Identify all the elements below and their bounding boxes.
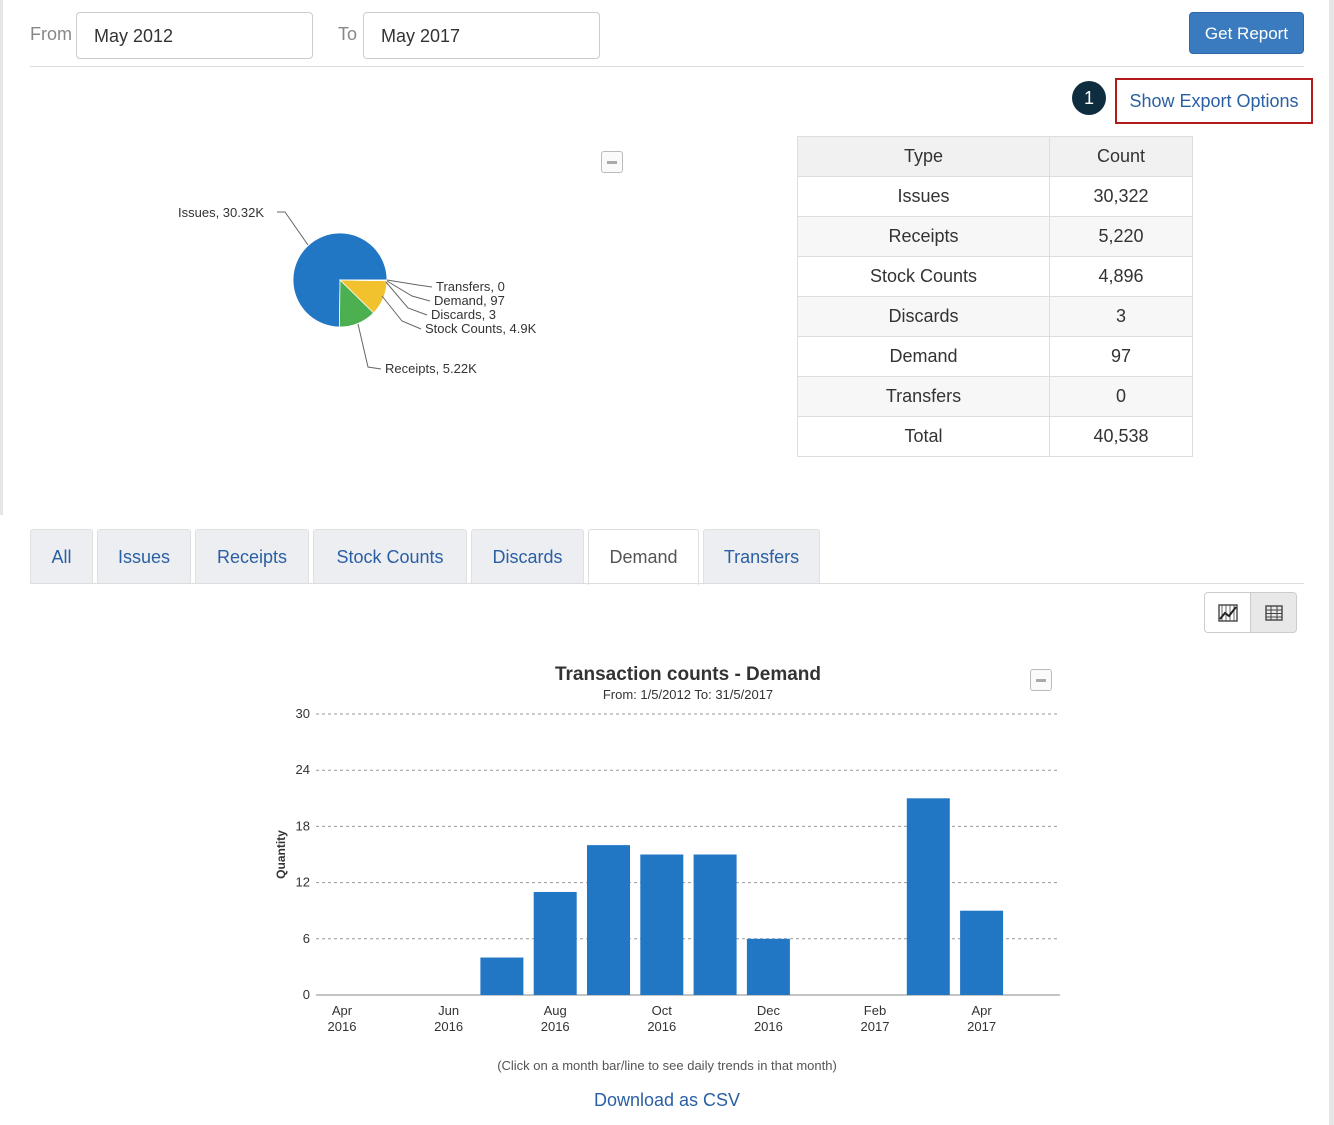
table-icon [1264, 604, 1283, 621]
chart-title: Transaction counts - Demand [555, 664, 821, 685]
count-cell: 0 [1049, 376, 1193, 417]
bar-dec-2016[interactable] [746, 938, 790, 995]
x-tick-label: Jun [438, 1003, 459, 1018]
type-cell: Discards [797, 296, 1050, 337]
bar-mar-2017[interactable] [906, 798, 950, 995]
bar-aug-2016[interactable] [533, 891, 577, 995]
bar-chart: Transaction counts - Demand From: 1/5/201… [274, 664, 1060, 1034]
type-cell: Receipts [797, 216, 1050, 257]
type-cell: Stock Counts [797, 256, 1050, 297]
left-border [0, 0, 3, 515]
bar-jul-2016[interactable] [480, 957, 524, 995]
count-cell: 30,322 [1049, 176, 1193, 217]
table-row: Stock Counts 4,896 [797, 256, 1193, 297]
tab-stock-counts[interactable]: Stock Counts [313, 529, 467, 584]
table-row: Transfers 0 [797, 376, 1193, 417]
x-tick-label: Feb [864, 1003, 886, 1018]
y-tick-label: 6 [303, 931, 310, 946]
count-cell: 97 [1049, 336, 1193, 377]
tab-transfers[interactable]: Transfers [703, 529, 820, 584]
x-tick-label: Oct [652, 1003, 673, 1018]
type-cell: Transfers [797, 376, 1050, 417]
pie-chart-menu-icon[interactable] [601, 151, 623, 173]
view-toggle [1204, 592, 1297, 633]
tabs-divider [30, 583, 1304, 584]
pie-connector [381, 295, 422, 330]
x-tick-label: 2016 [541, 1019, 570, 1034]
tab-receipts[interactable]: Receipts [195, 529, 309, 584]
chart-subtitle: From: 1/5/2012 To: 31/5/2017 [603, 687, 773, 702]
bar-chart-menu-icon[interactable] [1030, 669, 1052, 691]
x-tick-label: Apr [971, 1003, 992, 1018]
divider [30, 66, 1304, 67]
tab-all[interactable]: All [30, 529, 93, 584]
x-tick-label: 2016 [434, 1019, 463, 1034]
tab-demand[interactable]: Demand [588, 529, 699, 585]
x-tick-label: 2016 [328, 1019, 357, 1034]
count-cell: 3 [1049, 296, 1193, 337]
chart-view-button[interactable] [1205, 593, 1251, 632]
get-report-button[interactable]: Get Report [1189, 12, 1304, 54]
x-tick-label: Apr [332, 1003, 353, 1018]
y-tick-label: 30 [296, 706, 310, 721]
count-cell: 5,220 [1049, 216, 1193, 257]
download-csv-link[interactable]: Download as CSV [593, 1090, 741, 1110]
pie-data-label: Stock Counts, 4.9K [425, 321, 537, 336]
from-label: From [30, 24, 72, 44]
to-label: To [338, 24, 358, 44]
y-tick-label: 18 [296, 818, 310, 833]
step-badge: 1 [1072, 81, 1106, 115]
type-column-header: Type [797, 136, 1050, 177]
y-tick-label: 0 [303, 987, 310, 1002]
table-row: Discards 3 [797, 296, 1193, 337]
pie-connector [357, 323, 382, 370]
pie-data-label: Issues, 30.32K [178, 205, 264, 220]
type-cell: Demand [797, 336, 1050, 377]
show-export-options-link[interactable]: Show Export Options [1115, 78, 1313, 124]
bar-oct-2016[interactable] [640, 854, 684, 996]
bar-sep-2016[interactable] [587, 845, 630, 995]
pie-data-label: Discards, 3 [431, 307, 496, 322]
summary-header-row: Type Count [797, 136, 1193, 177]
table-row: Total 40,538 [797, 416, 1193, 457]
x-tick-label: 2016 [754, 1019, 783, 1034]
count-cell: 40,538 [1049, 416, 1193, 457]
table-view-button[interactable] [1251, 593, 1296, 632]
x-tick-label: 2017 [861, 1019, 890, 1034]
pie-data-label: Transfers, 0 [436, 279, 505, 294]
count-cell: 4,896 [1049, 256, 1193, 297]
count-column-header: Count [1049, 136, 1193, 177]
y-tick-label: 24 [296, 762, 310, 777]
chart-hint: (Click on a month bar/line to see daily … [497, 1058, 837, 1073]
pie-connector [386, 279, 433, 288]
type-cell: Issues [797, 176, 1050, 217]
table-row: Issues 30,322 [797, 176, 1193, 217]
to-date-input[interactable]: May 2017 [363, 12, 600, 59]
from-date-input[interactable]: May 2012 [76, 12, 313, 59]
bar-apr-2017[interactable] [960, 910, 1004, 995]
x-tick-label: Dec [757, 1003, 781, 1018]
right-border [1329, 0, 1334, 1125]
pie-data-label: Receipts, 5.22K [385, 361, 477, 376]
y-axis-title: Quantity [274, 830, 288, 879]
pie-data-label: Demand, 97 [434, 293, 505, 308]
x-tick-label: 2016 [647, 1019, 676, 1034]
pie-connector [385, 281, 428, 316]
x-tick-label: 2017 [967, 1019, 996, 1034]
table-row: Receipts 5,220 [797, 216, 1193, 257]
table-row: Demand 97 [797, 336, 1193, 377]
tab-discards[interactable]: Discards [471, 529, 584, 584]
type-cell: Total [797, 416, 1050, 457]
chart-icon [1217, 603, 1238, 622]
pie-connector [386, 280, 431, 302]
x-tick-label: Aug [544, 1003, 567, 1018]
y-tick-label: 12 [296, 875, 310, 890]
bar-nov-2016[interactable] [693, 854, 737, 996]
summary-table: Type Count Issues 30,322 Receipts 5,220 St… [797, 136, 1193, 457]
pie-connector [277, 211, 309, 246]
tab-issues[interactable]: Issues [97, 529, 191, 584]
